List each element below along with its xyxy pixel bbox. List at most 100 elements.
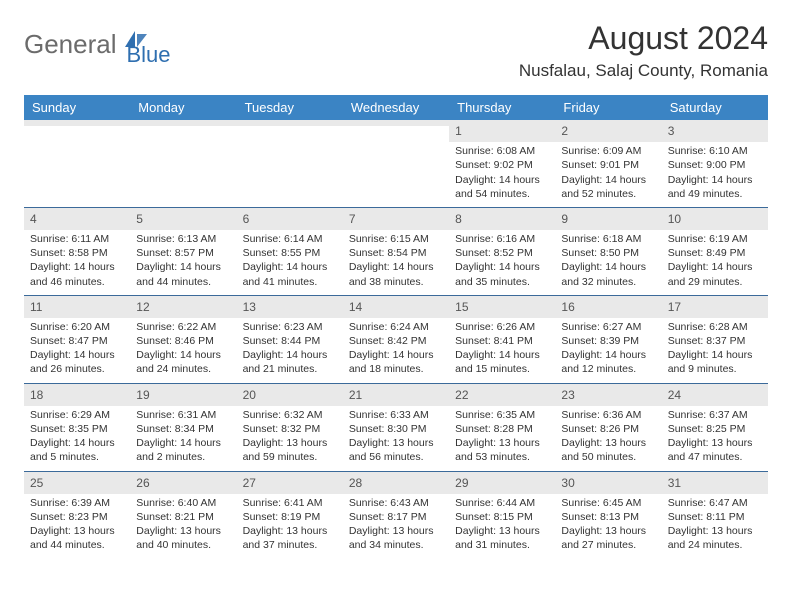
- day-number: 10: [662, 208, 768, 230]
- calendar-week: 11Sunrise: 6:20 AMSunset: 8:47 PMDayligh…: [24, 296, 768, 384]
- calendar-cell: 31Sunrise: 6:47 AMSunset: 8:11 PMDayligh…: [662, 472, 768, 559]
- cell-line: Sunrise: 6:11 AM: [30, 232, 124, 246]
- cell-line: Sunset: 8:47 PM: [30, 334, 124, 348]
- day-number: 19: [130, 384, 236, 406]
- cell-body: Sunrise: 6:44 AMSunset: 8:15 PMDaylight:…: [449, 494, 555, 559]
- calendar-cell: [130, 120, 236, 207]
- cell-line: Daylight: 13 hours and 37 minutes.: [243, 524, 337, 552]
- cell-line: Sunset: 8:39 PM: [561, 334, 655, 348]
- cell-body: Sunrise: 6:35 AMSunset: 8:28 PMDaylight:…: [449, 406, 555, 471]
- day-number: 20: [237, 384, 343, 406]
- cell-line: Sunrise: 6:10 AM: [668, 144, 762, 158]
- calendar-cell: 29Sunrise: 6:44 AMSunset: 8:15 PMDayligh…: [449, 472, 555, 559]
- day-number: 2: [555, 120, 661, 142]
- day-number: 8: [449, 208, 555, 230]
- cell-body: Sunrise: 6:22 AMSunset: 8:46 PMDaylight:…: [130, 318, 236, 383]
- cell-line: Sunrise: 6:32 AM: [243, 408, 337, 422]
- cell-line: Sunset: 8:42 PM: [349, 334, 443, 348]
- calendar-cell: 19Sunrise: 6:31 AMSunset: 8:34 PMDayligh…: [130, 384, 236, 471]
- location-text: Nusfalau, Salaj County, Romania: [519, 61, 768, 81]
- day-header-saturday: Saturday: [662, 95, 768, 120]
- cell-line: Sunset: 8:28 PM: [455, 422, 549, 436]
- cell-body: Sunrise: 6:24 AMSunset: 8:42 PMDaylight:…: [343, 318, 449, 383]
- cell-line: Daylight: 14 hours and 44 minutes.: [136, 260, 230, 288]
- cell-line: Daylight: 13 hours and 47 minutes.: [668, 436, 762, 464]
- cell-line: Sunrise: 6:23 AM: [243, 320, 337, 334]
- cell-line: Daylight: 14 hours and 12 minutes.: [561, 348, 655, 376]
- cell-body: Sunrise: 6:43 AMSunset: 8:17 PMDaylight:…: [343, 494, 449, 559]
- cell-line: Daylight: 14 hours and 15 minutes.: [455, 348, 549, 376]
- day-number: 30: [555, 472, 661, 494]
- day-number: 29: [449, 472, 555, 494]
- cell-line: Sunrise: 6:18 AM: [561, 232, 655, 246]
- cell-line: Sunrise: 6:29 AM: [30, 408, 124, 422]
- calendar-cell: 8Sunrise: 6:16 AMSunset: 8:52 PMDaylight…: [449, 208, 555, 295]
- cell-line: Sunrise: 6:36 AM: [561, 408, 655, 422]
- calendar-cell: 5Sunrise: 6:13 AMSunset: 8:57 PMDaylight…: [130, 208, 236, 295]
- cell-line: Daylight: 14 hours and 41 minutes.: [243, 260, 337, 288]
- calendar-cell: 3Sunrise: 6:10 AMSunset: 9:00 PMDaylight…: [662, 120, 768, 207]
- calendar-week: 18Sunrise: 6:29 AMSunset: 8:35 PMDayligh…: [24, 384, 768, 472]
- header: General Blue August 2024 Nusfalau, Salaj…: [24, 20, 768, 81]
- cell-line: Sunrise: 6:15 AM: [349, 232, 443, 246]
- cell-line: Sunset: 8:21 PM: [136, 510, 230, 524]
- cell-line: Sunset: 8:41 PM: [455, 334, 549, 348]
- cell-line: Sunrise: 6:40 AM: [136, 496, 230, 510]
- logo: General Blue: [24, 20, 171, 68]
- calendar-cell: 16Sunrise: 6:27 AMSunset: 8:39 PMDayligh…: [555, 296, 661, 383]
- day-number: 1: [449, 120, 555, 142]
- cell-line: Sunset: 8:50 PM: [561, 246, 655, 260]
- cell-line: Daylight: 14 hours and 9 minutes.: [668, 348, 762, 376]
- cell-line: Sunset: 8:49 PM: [668, 246, 762, 260]
- day-number: 18: [24, 384, 130, 406]
- cell-line: Sunset: 9:01 PM: [561, 158, 655, 172]
- cell-line: Sunset: 9:02 PM: [455, 158, 549, 172]
- cell-body: Sunrise: 6:37 AMSunset: 8:25 PMDaylight:…: [662, 406, 768, 471]
- day-number: 15: [449, 296, 555, 318]
- calendar-cell: 9Sunrise: 6:18 AMSunset: 8:50 PMDaylight…: [555, 208, 661, 295]
- day-number: 13: [237, 296, 343, 318]
- cell-line: Sunrise: 6:33 AM: [349, 408, 443, 422]
- cell-body: Sunrise: 6:36 AMSunset: 8:26 PMDaylight:…: [555, 406, 661, 471]
- cell-body: Sunrise: 6:23 AMSunset: 8:44 PMDaylight:…: [237, 318, 343, 383]
- cell-body: Sunrise: 6:32 AMSunset: 8:32 PMDaylight:…: [237, 406, 343, 471]
- cell-line: Sunset: 8:54 PM: [349, 246, 443, 260]
- day-number: 22: [449, 384, 555, 406]
- calendar-cell: 6Sunrise: 6:14 AMSunset: 8:55 PMDaylight…: [237, 208, 343, 295]
- calendar-cell: 26Sunrise: 6:40 AMSunset: 8:21 PMDayligh…: [130, 472, 236, 559]
- cell-line: Sunrise: 6:08 AM: [455, 144, 549, 158]
- cell-line: Daylight: 14 hours and 2 minutes.: [136, 436, 230, 464]
- calendar-cell: 4Sunrise: 6:11 AMSunset: 8:58 PMDaylight…: [24, 208, 130, 295]
- day-header-wednesday: Wednesday: [343, 95, 449, 120]
- title-block: August 2024 Nusfalau, Salaj County, Roma…: [519, 20, 768, 81]
- cell-line: Daylight: 14 hours and 29 minutes.: [668, 260, 762, 288]
- cell-line: Sunset: 8:25 PM: [668, 422, 762, 436]
- calendar-cell: 24Sunrise: 6:37 AMSunset: 8:25 PMDayligh…: [662, 384, 768, 471]
- cell-line: Sunrise: 6:22 AM: [136, 320, 230, 334]
- cell-line: Sunrise: 6:43 AM: [349, 496, 443, 510]
- cell-line: Sunrise: 6:19 AM: [668, 232, 762, 246]
- cell-line: Daylight: 13 hours and 44 minutes.: [30, 524, 124, 552]
- cell-line: Sunrise: 6:47 AM: [668, 496, 762, 510]
- cell-line: Daylight: 14 hours and 26 minutes.: [30, 348, 124, 376]
- day-header-thursday: Thursday: [449, 95, 555, 120]
- cell-line: Daylight: 14 hours and 49 minutes.: [668, 173, 762, 201]
- cell-body: Sunrise: 6:40 AMSunset: 8:21 PMDaylight:…: [130, 494, 236, 559]
- cell-line: Sunset: 8:11 PM: [668, 510, 762, 524]
- day-number: 26: [130, 472, 236, 494]
- cell-body: Sunrise: 6:13 AMSunset: 8:57 PMDaylight:…: [130, 230, 236, 295]
- calendar: Sunday Monday Tuesday Wednesday Thursday…: [24, 95, 768, 558]
- cell-line: Sunset: 8:23 PM: [30, 510, 124, 524]
- cell-line: Sunset: 8:15 PM: [455, 510, 549, 524]
- cell-line: Sunset: 8:30 PM: [349, 422, 443, 436]
- cell-line: Daylight: 14 hours and 46 minutes.: [30, 260, 124, 288]
- day-header-row: Sunday Monday Tuesday Wednesday Thursday…: [24, 95, 768, 120]
- calendar-cell: 1Sunrise: 6:08 AMSunset: 9:02 PMDaylight…: [449, 120, 555, 207]
- cell-line: Sunrise: 6:13 AM: [136, 232, 230, 246]
- day-header-tuesday: Tuesday: [237, 95, 343, 120]
- cell-body: Sunrise: 6:28 AMSunset: 8:37 PMDaylight:…: [662, 318, 768, 383]
- day-number: 28: [343, 472, 449, 494]
- cell-line: Sunrise: 6:20 AM: [30, 320, 124, 334]
- calendar-cell: [343, 120, 449, 207]
- cell-line: Sunset: 8:17 PM: [349, 510, 443, 524]
